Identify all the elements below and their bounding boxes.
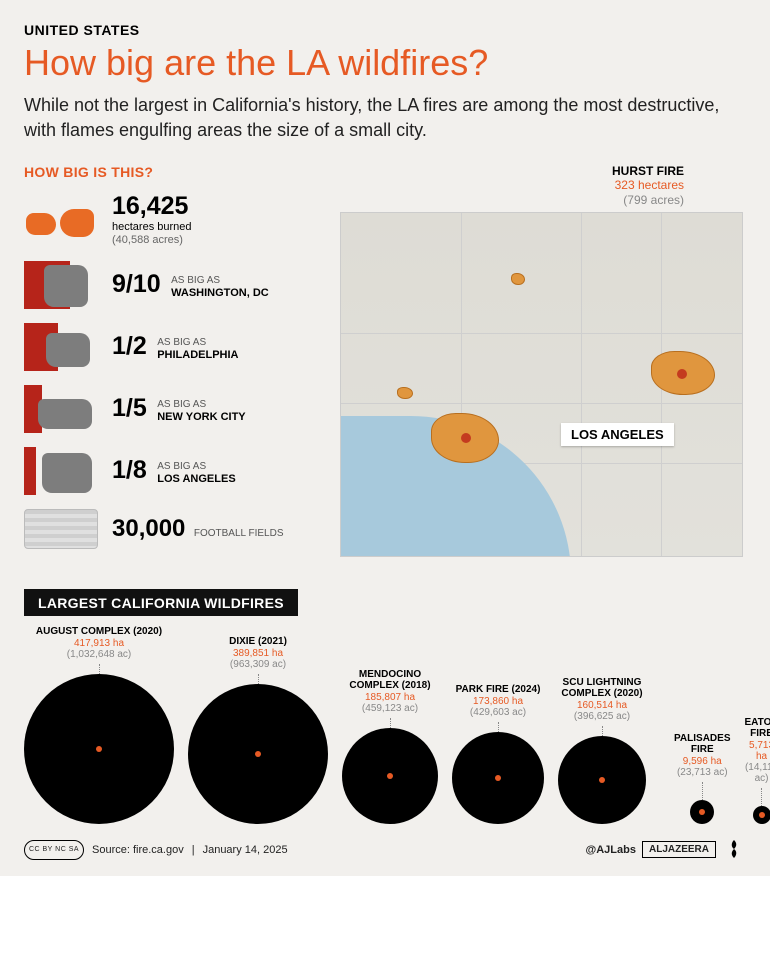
fire-column: MENDOCINO COMPLEX (2018) 185,807 ha (459… <box>342 669 438 824</box>
football-value: 30,000 <box>112 515 185 542</box>
map-dot-icon <box>677 369 687 379</box>
fire-hectares: 5,713 ha <box>745 740 770 762</box>
largest-title: LARGEST CALIFORNIA WILDFIRES <box>24 589 298 616</box>
city-shape-icon <box>24 323 98 371</box>
small-fire-shape <box>397 387 413 399</box>
hurst-fire-shape <box>511 273 525 285</box>
fire-column: EATON FIRE 5,713 ha (14,117 ac) <box>745 717 770 824</box>
fire-hectares: 160,514 ha <box>577 700 627 711</box>
ajlabs: @AJLabs <box>586 844 636 856</box>
circle-dot-icon <box>255 751 261 757</box>
infographic: UNITED STATES How big are the LA wildfir… <box>0 0 770 876</box>
fire-name: SCU LIGHTNING COMPLEX (2020) <box>558 677 646 700</box>
map-column: HURST FIRE 323 hectares (799 acres) LOS … <box>340 164 744 563</box>
fire-acres: (396,625 ac) <box>574 711 630 722</box>
aljazeera-logo-icon <box>722 838 746 862</box>
fire-circle <box>188 684 328 824</box>
fire-name: PARK FIRE (2024) <box>456 684 541 696</box>
fire-name: DIXIE (2021) <box>229 636 287 648</box>
footer-date: January 14, 2025 <box>203 844 288 856</box>
la-chip: LOS ANGELES <box>561 423 674 446</box>
burn-shape-icon <box>24 199 98 241</box>
fires-row: AUGUST COMPLEX (2020) 417,913 ha (1,032,… <box>24 626 746 824</box>
fire-acres: (963,309 ac) <box>230 659 286 670</box>
fire-name: AUGUST COMPLEX (2020) <box>36 626 162 638</box>
fire-hectares: 185,807 ha <box>365 692 415 703</box>
cc-badge: CC BY NC SA <box>24 840 84 860</box>
fire-name: MENDOCINO COMPLEX (2018) <box>342 669 438 692</box>
burned-value: 16,425 <box>112 192 192 221</box>
as-big-as: AS BIG AS <box>157 399 206 410</box>
fire-name: PALISADES FIRE <box>674 733 731 756</box>
fraction: 9/10 <box>112 270 161 298</box>
as-big-as: AS BIG AS <box>157 337 206 348</box>
dek: While not the largest in California's hi… <box>24 93 744 142</box>
fire-hectares: 173,860 ha <box>473 696 523 707</box>
city-name: LOS ANGELES <box>157 473 235 485</box>
fire-column: PARK FIRE (2024) 173,860 ha (429,603 ac) <box>452 684 544 824</box>
hurst-ha: 323 hectares <box>615 178 684 192</box>
footer: CC BY NC SA Source: fire.ca.gov | Januar… <box>24 838 746 862</box>
fire-hectares: 389,851 ha <box>233 648 283 659</box>
burned-acres: (40,588 acres) <box>112 234 183 246</box>
subhead: HOW BIG IS THIS? <box>24 164 314 180</box>
comparison-row: 9/10 AS BIG AS WASHINGTON, DC <box>24 261 314 309</box>
stat-football: 30,000 FOOTBALL FIELDS <box>24 509 314 549</box>
circle-dot-icon <box>495 775 501 781</box>
comparison-row: 1/5 AS BIG AS NEW YORK CITY <box>24 385 314 433</box>
city-name: PHILADELPHIA <box>157 349 238 361</box>
circle-dot-icon <box>699 809 705 815</box>
city-shape-icon <box>24 261 98 309</box>
hurst-ac: (799 acres) <box>623 193 684 207</box>
map-dot-icon <box>461 433 471 443</box>
city-shape-icon <box>24 385 98 433</box>
fire-acres: (1,032,648 ac) <box>67 649 132 660</box>
fire-acres: (14,117 ac) <box>745 762 770 784</box>
la-map: LOS ANGELES <box>340 212 743 557</box>
kicker: UNITED STATES <box>24 22 746 38</box>
fraction: 1/8 <box>112 456 147 484</box>
circle-dot-icon <box>759 812 765 818</box>
football-field-icon <box>24 509 98 549</box>
main-row: HOW BIG IS THIS? 16,425 hectares burned … <box>24 164 746 563</box>
source: Source: fire.ca.gov <box>92 844 184 856</box>
fire-hectares: 9,596 ha <box>683 756 722 767</box>
as-big-as: AS BIG AS <box>171 275 220 286</box>
fire-hectares: 417,913 ha <box>74 638 124 649</box>
brand-box: ALJAZEERA <box>642 841 716 858</box>
city-name: WASHINGTON, DC <box>171 287 269 299</box>
comparison-row: 1/2 AS BIG AS PHILADELPHIA <box>24 323 314 371</box>
fraction: 1/5 <box>112 394 147 422</box>
headline: How big are the LA wildfires? <box>24 42 746 83</box>
football-unit: FOOTBALL FIELDS <box>194 528 284 539</box>
comparison-row: 1/8 AS BIG AS LOS ANGELES <box>24 447 314 495</box>
circle-dot-icon <box>599 777 605 783</box>
burned-unit: hectares burned <box>112 221 192 233</box>
city-name: NEW YORK CITY <box>157 411 245 423</box>
fire-circle <box>690 800 714 824</box>
city-shape-icon <box>24 447 98 495</box>
fire-column: DIXIE (2021) 389,851 ha (963,309 ac) <box>188 636 328 824</box>
fire-circle <box>452 732 544 824</box>
fire-name: EATON FIRE <box>745 717 770 740</box>
fire-circle <box>558 736 646 824</box>
fire-circle <box>342 728 438 824</box>
circle-dot-icon <box>96 746 102 752</box>
fire-acres: (23,713 ac) <box>677 767 728 778</box>
fire-acres: (459,123 ac) <box>362 703 418 714</box>
comparisons-column: HOW BIG IS THIS? 16,425 hectares burned … <box>24 164 314 563</box>
fire-circle <box>24 674 174 824</box>
as-big-as: AS BIG AS <box>157 461 206 472</box>
fire-column: PALISADES FIRE 9,596 ha (23,713 ac) <box>674 733 731 824</box>
fire-acres: (429,603 ac) <box>470 707 526 718</box>
circle-dot-icon <box>387 773 393 779</box>
fire-column: SCU LIGHTNING COMPLEX (2020) 160,514 ha … <box>558 677 646 824</box>
fire-circle <box>753 806 770 824</box>
fraction: 1/2 <box>112 332 147 360</box>
hurst-name: HURST FIRE <box>340 164 744 178</box>
fire-column: AUGUST COMPLEX (2020) 417,913 ha (1,032,… <box>24 626 174 824</box>
largest-fires-section: LARGEST CALIFORNIA WILDFIRES AUGUST COMP… <box>24 589 746 824</box>
stat-burned: 16,425 hectares burned (40,588 acres) <box>24 192 314 247</box>
